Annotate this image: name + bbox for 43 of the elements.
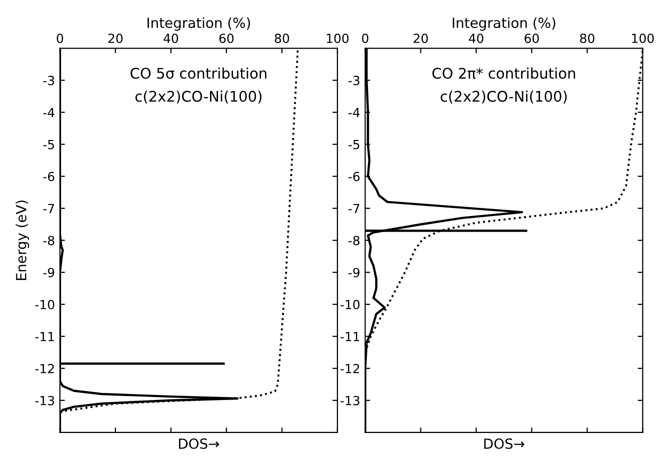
y-tick-label: -11 [35,332,54,342]
y-tick-label: -4 [348,108,360,118]
x-axis-title: Integration (%) [148,17,250,31]
x-tick-label: 80 [580,34,594,44]
x-tick-label: 20 [108,34,123,44]
y-tick-label: -10 [35,300,54,310]
y-tick-label: -12 [35,364,54,374]
y-axis-title: Energy (eV) [16,200,30,280]
y-tick-label: -4 [43,108,54,118]
y-tick-label: -9 [348,268,360,278]
y-tick-label: -3 [348,76,360,86]
x-tick-label: 40 [468,34,484,44]
x-tick-label: 0 [362,34,368,44]
annotation: c(2x2)CO-Ni(100) [135,90,262,104]
y-tick-label: -12 [340,364,360,374]
y-tick-label: -3 [43,76,54,86]
y-tick-label: -5 [43,140,54,150]
y-tick-label: -10 [340,300,360,310]
x-tick-label: 60 [219,34,234,44]
y-tick-label: -5 [348,140,360,150]
x-axis-title: Integration (%) [452,17,556,31]
text: DOS→ [179,438,220,449]
y-tick-label: -13 [35,396,54,406]
y-tick-label: -8 [348,236,360,246]
x-tick-label: 80 [274,34,290,44]
y-tick-label: -9 [43,268,54,278]
x-tick-label: 20 [414,34,428,44]
y-tick-label: -7 [348,204,360,214]
y-tick-label: -6 [43,172,54,182]
y-tick-label: -7 [43,204,54,214]
annotation: CO 2π* contribution [432,68,576,79]
y-tick-label: -8 [43,236,54,246]
text: DOS→ [484,438,524,449]
y-tick-label: -6 [348,172,360,182]
x-tick-label: 0 [56,34,64,44]
y-tick-label: -11 [340,332,360,342]
annotation: CO 5σ contribution [130,68,266,79]
x-tick-label: 100 [326,34,349,44]
y-tick-label: -13 [340,396,360,406]
x-tick-label: 60 [524,34,539,44]
x-tick-label: 100 [632,34,654,44]
x-tick-label: 40 [164,34,178,44]
annotation: c(2x2)CO-Ni(100) [440,90,567,104]
